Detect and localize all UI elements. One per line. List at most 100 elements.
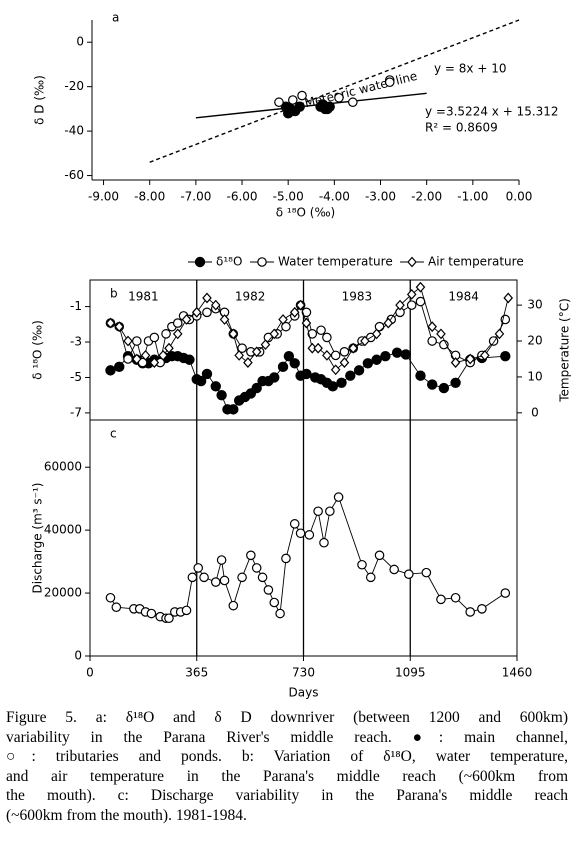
marker	[477, 603, 487, 614]
marker	[251, 563, 262, 573]
y-tick-label: 0	[76, 35, 84, 49]
marker	[191, 306, 202, 318]
marker	[269, 328, 280, 340]
legend-marker	[407, 256, 417, 268]
y-axis-label: δ D (‰)	[33, 75, 47, 125]
marker	[330, 364, 341, 376]
marker	[246, 550, 256, 561]
x-tick-label: -7.00	[180, 190, 211, 204]
marker	[181, 314, 192, 325]
marker	[283, 351, 295, 362]
marker	[280, 101, 292, 112]
annotation: 1983	[342, 290, 373, 304]
marker	[114, 321, 125, 333]
marker	[391, 347, 403, 358]
marker	[281, 321, 291, 332]
marker	[260, 339, 271, 351]
y2-tick-label: 10	[527, 369, 542, 383]
y-tick-label: -20	[64, 79, 84, 93]
marker	[237, 572, 247, 583]
caption-line: Figure 5. a: δ¹⁸O and δ D downriver (bet…	[6, 709, 568, 726]
marker	[202, 292, 212, 304]
marker	[301, 307, 312, 318]
marker	[465, 607, 476, 617]
y2-tick-label: 20	[527, 334, 542, 348]
y-tick-label: 40000	[44, 523, 82, 537]
marker	[164, 342, 174, 354]
marker	[330, 350, 341, 361]
marker	[184, 354, 195, 365]
marker	[345, 370, 356, 381]
caption-line: and air temperature in the Parana's midd…	[6, 767, 568, 785]
x-tick-label: -6.00	[226, 190, 257, 204]
marker	[269, 597, 280, 608]
marker	[137, 357, 148, 368]
annotation: 1984	[448, 290, 479, 304]
marker	[304, 530, 315, 540]
marker	[210, 381, 221, 392]
marker	[228, 600, 239, 611]
marker	[406, 288, 417, 300]
x-tick-label: -1.00	[457, 190, 488, 204]
y-tick-label: -3	[70, 335, 82, 349]
x-tick-label: -9.00	[88, 190, 119, 204]
caption: Figure 5. a: δ¹⁸O and δ D downriver (bet…	[6, 708, 568, 826]
marker	[500, 588, 511, 598]
marker	[105, 317, 116, 329]
marker	[427, 336, 437, 346]
marker	[389, 564, 399, 575]
marker	[131, 353, 142, 365]
marker	[243, 357, 253, 368]
marker	[322, 103, 333, 115]
marker	[195, 375, 207, 387]
marker	[131, 336, 142, 346]
marker	[480, 349, 490, 361]
marker	[371, 328, 382, 340]
marker	[334, 92, 344, 103]
y-axis-label: δ ¹⁸O (‰)	[31, 320, 45, 380]
marker	[365, 572, 376, 583]
marker	[234, 349, 244, 361]
marker	[219, 314, 230, 325]
marker	[187, 572, 198, 583]
marker	[158, 349, 168, 361]
marker	[494, 328, 505, 340]
y-tick-label: -5	[70, 370, 82, 384]
marker	[427, 321, 437, 333]
marker	[237, 343, 247, 354]
y-axis-label: Discharge (m³ s⁻¹)	[31, 483, 45, 594]
marker	[149, 332, 160, 343]
marker	[274, 97, 284, 108]
caption-line: variability in the Parana River's middle…	[6, 728, 568, 746]
x-tick-label: -2.00	[411, 190, 442, 204]
x-tick-label: 1460	[502, 666, 533, 680]
marker	[275, 608, 285, 619]
marker	[380, 351, 391, 362]
marker	[289, 306, 300, 318]
marker	[353, 365, 365, 376]
marker	[295, 528, 306, 539]
x-tick-label: 1095	[395, 666, 426, 680]
marker	[210, 577, 221, 587]
marker	[105, 365, 116, 376]
annotation: R² = 0.8609	[425, 121, 498, 135]
marker	[360, 335, 370, 347]
annotation: 1981	[128, 290, 159, 304]
marker	[307, 329, 318, 339]
marker	[228, 328, 239, 340]
x-tick-label: -3.00	[365, 190, 396, 204]
marker	[210, 299, 221, 311]
legend-label: Air temperature	[428, 255, 524, 269]
marker	[436, 328, 446, 340]
marker	[371, 354, 382, 365]
marker	[339, 346, 350, 357]
marker	[322, 332, 332, 343]
series-line	[110, 496, 506, 619]
y-tick-label: -7	[70, 405, 82, 419]
y-tick-label: -60	[64, 168, 84, 182]
marker	[400, 349, 412, 360]
marker	[140, 349, 151, 361]
marker	[216, 389, 227, 401]
marker	[327, 381, 338, 392]
